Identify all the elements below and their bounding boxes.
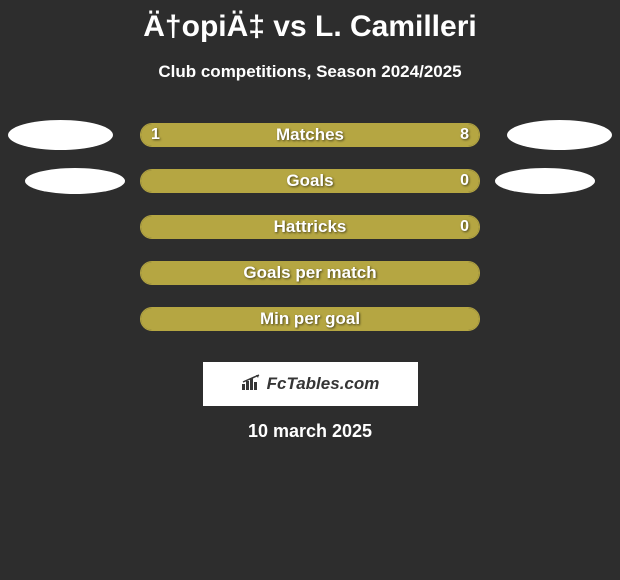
bar-fill	[141, 170, 479, 192]
stat-row: Matches18	[0, 112, 620, 158]
player-avatar-left	[25, 168, 125, 194]
stat-row: Hattricks0	[0, 204, 620, 250]
bar-fill	[141, 216, 479, 238]
date-text: 10 march 2025	[0, 421, 620, 442]
player-avatar-left	[8, 120, 113, 150]
stats-list: Matches18Goals0Hattricks0Goals per match…	[0, 112, 620, 342]
stat-row: Goals0	[0, 158, 620, 204]
stat-row: Min per goal	[0, 296, 620, 342]
stat-value-left: 1	[151, 124, 160, 146]
page-title: Ä†opiÄ‡ vs L. Camilleri	[0, 10, 620, 44]
stat-bar: Min per goal	[140, 307, 480, 331]
logo-box[interactable]: FcTables.com	[203, 362, 418, 406]
stat-value-right: 0	[460, 216, 469, 238]
stat-row: Goals per match	[0, 250, 620, 296]
subtitle: Club competitions, Season 2024/2025	[0, 62, 620, 82]
bar-fill	[141, 308, 479, 330]
stat-bar: Goals per match	[140, 261, 480, 285]
bar-fill-right	[205, 124, 479, 146]
stat-value-right: 8	[460, 124, 469, 146]
stat-value-right: 0	[460, 170, 469, 192]
chart-icon	[241, 373, 263, 396]
stat-bar: Goals0	[140, 169, 480, 193]
logo-label: FcTables.com	[267, 374, 380, 394]
comparison-widget: Ä†opiÄ‡ vs L. Camilleri Club competition…	[0, 0, 620, 447]
stat-bar: Matches18	[140, 123, 480, 147]
player-avatar-right	[507, 120, 612, 150]
player-avatar-right	[495, 168, 595, 194]
stat-bar: Hattricks0	[140, 215, 480, 239]
bar-fill	[141, 262, 479, 284]
logo-text: FcTables.com	[241, 373, 380, 396]
